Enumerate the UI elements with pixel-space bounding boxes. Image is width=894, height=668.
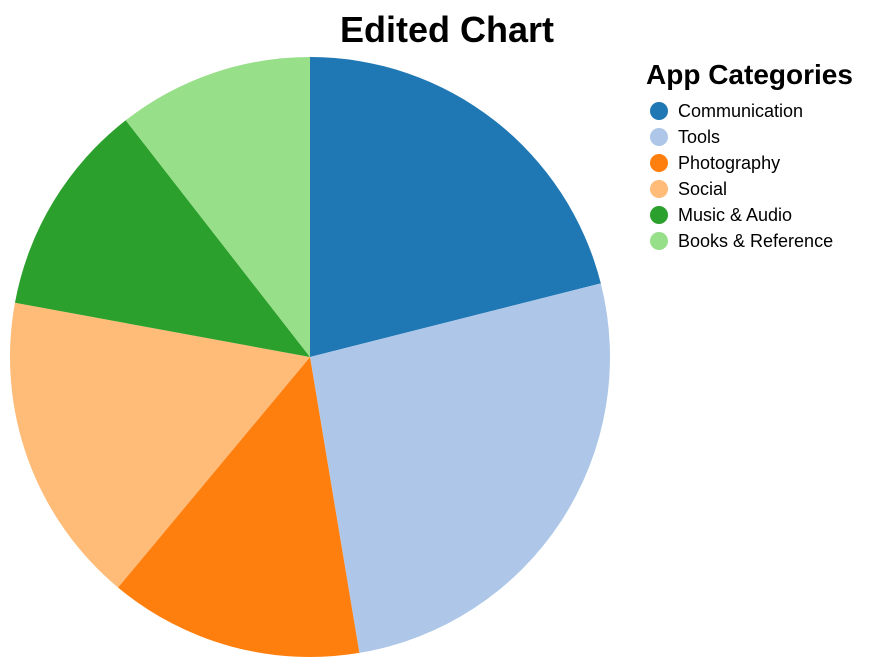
- legend-item-photography: Photography: [650, 153, 780, 173]
- pie-slices: [10, 57, 611, 658]
- legend-swatch: [650, 128, 668, 146]
- pie-slice-social: [10, 302, 310, 588]
- legend-label: Communication: [678, 101, 803, 121]
- pie-slice-music-audio: [14, 120, 310, 357]
- legend-swatch: [650, 102, 668, 120]
- legend-swatch: [650, 232, 668, 250]
- legend-item-social: Social: [650, 179, 727, 199]
- chart-title: Edited Chart: [340, 9, 554, 50]
- pie-slice-communication: [310, 57, 601, 357]
- legend-item-tools: Tools: [650, 127, 720, 147]
- legend-label: Books & Reference: [678, 231, 833, 251]
- pie-slice-photography: [118, 357, 360, 658]
- legend-label: Music & Audio: [678, 205, 792, 225]
- legend-label: Photography: [678, 153, 780, 173]
- legend-item-books-reference: Books & Reference: [650, 231, 833, 251]
- legend-label: Tools: [678, 127, 720, 147]
- legend-swatch: [650, 154, 668, 172]
- legend-label: Social: [678, 179, 727, 199]
- pie-slice-tools: [310, 283, 611, 653]
- legend-items: Communication Tools Photography Social Music…: [650, 101, 833, 251]
- legend-title: App Categories: [646, 59, 853, 90]
- legend-item-communication: Communication: [650, 101, 803, 121]
- legend-swatch: [650, 180, 668, 198]
- legend-swatch: [650, 206, 668, 224]
- legend: App Categories Communication Tools Photogr…: [646, 59, 853, 251]
- legend-item-music-audio: Music & Audio: [650, 205, 792, 225]
- pie-slice-books-reference: [125, 57, 311, 357]
